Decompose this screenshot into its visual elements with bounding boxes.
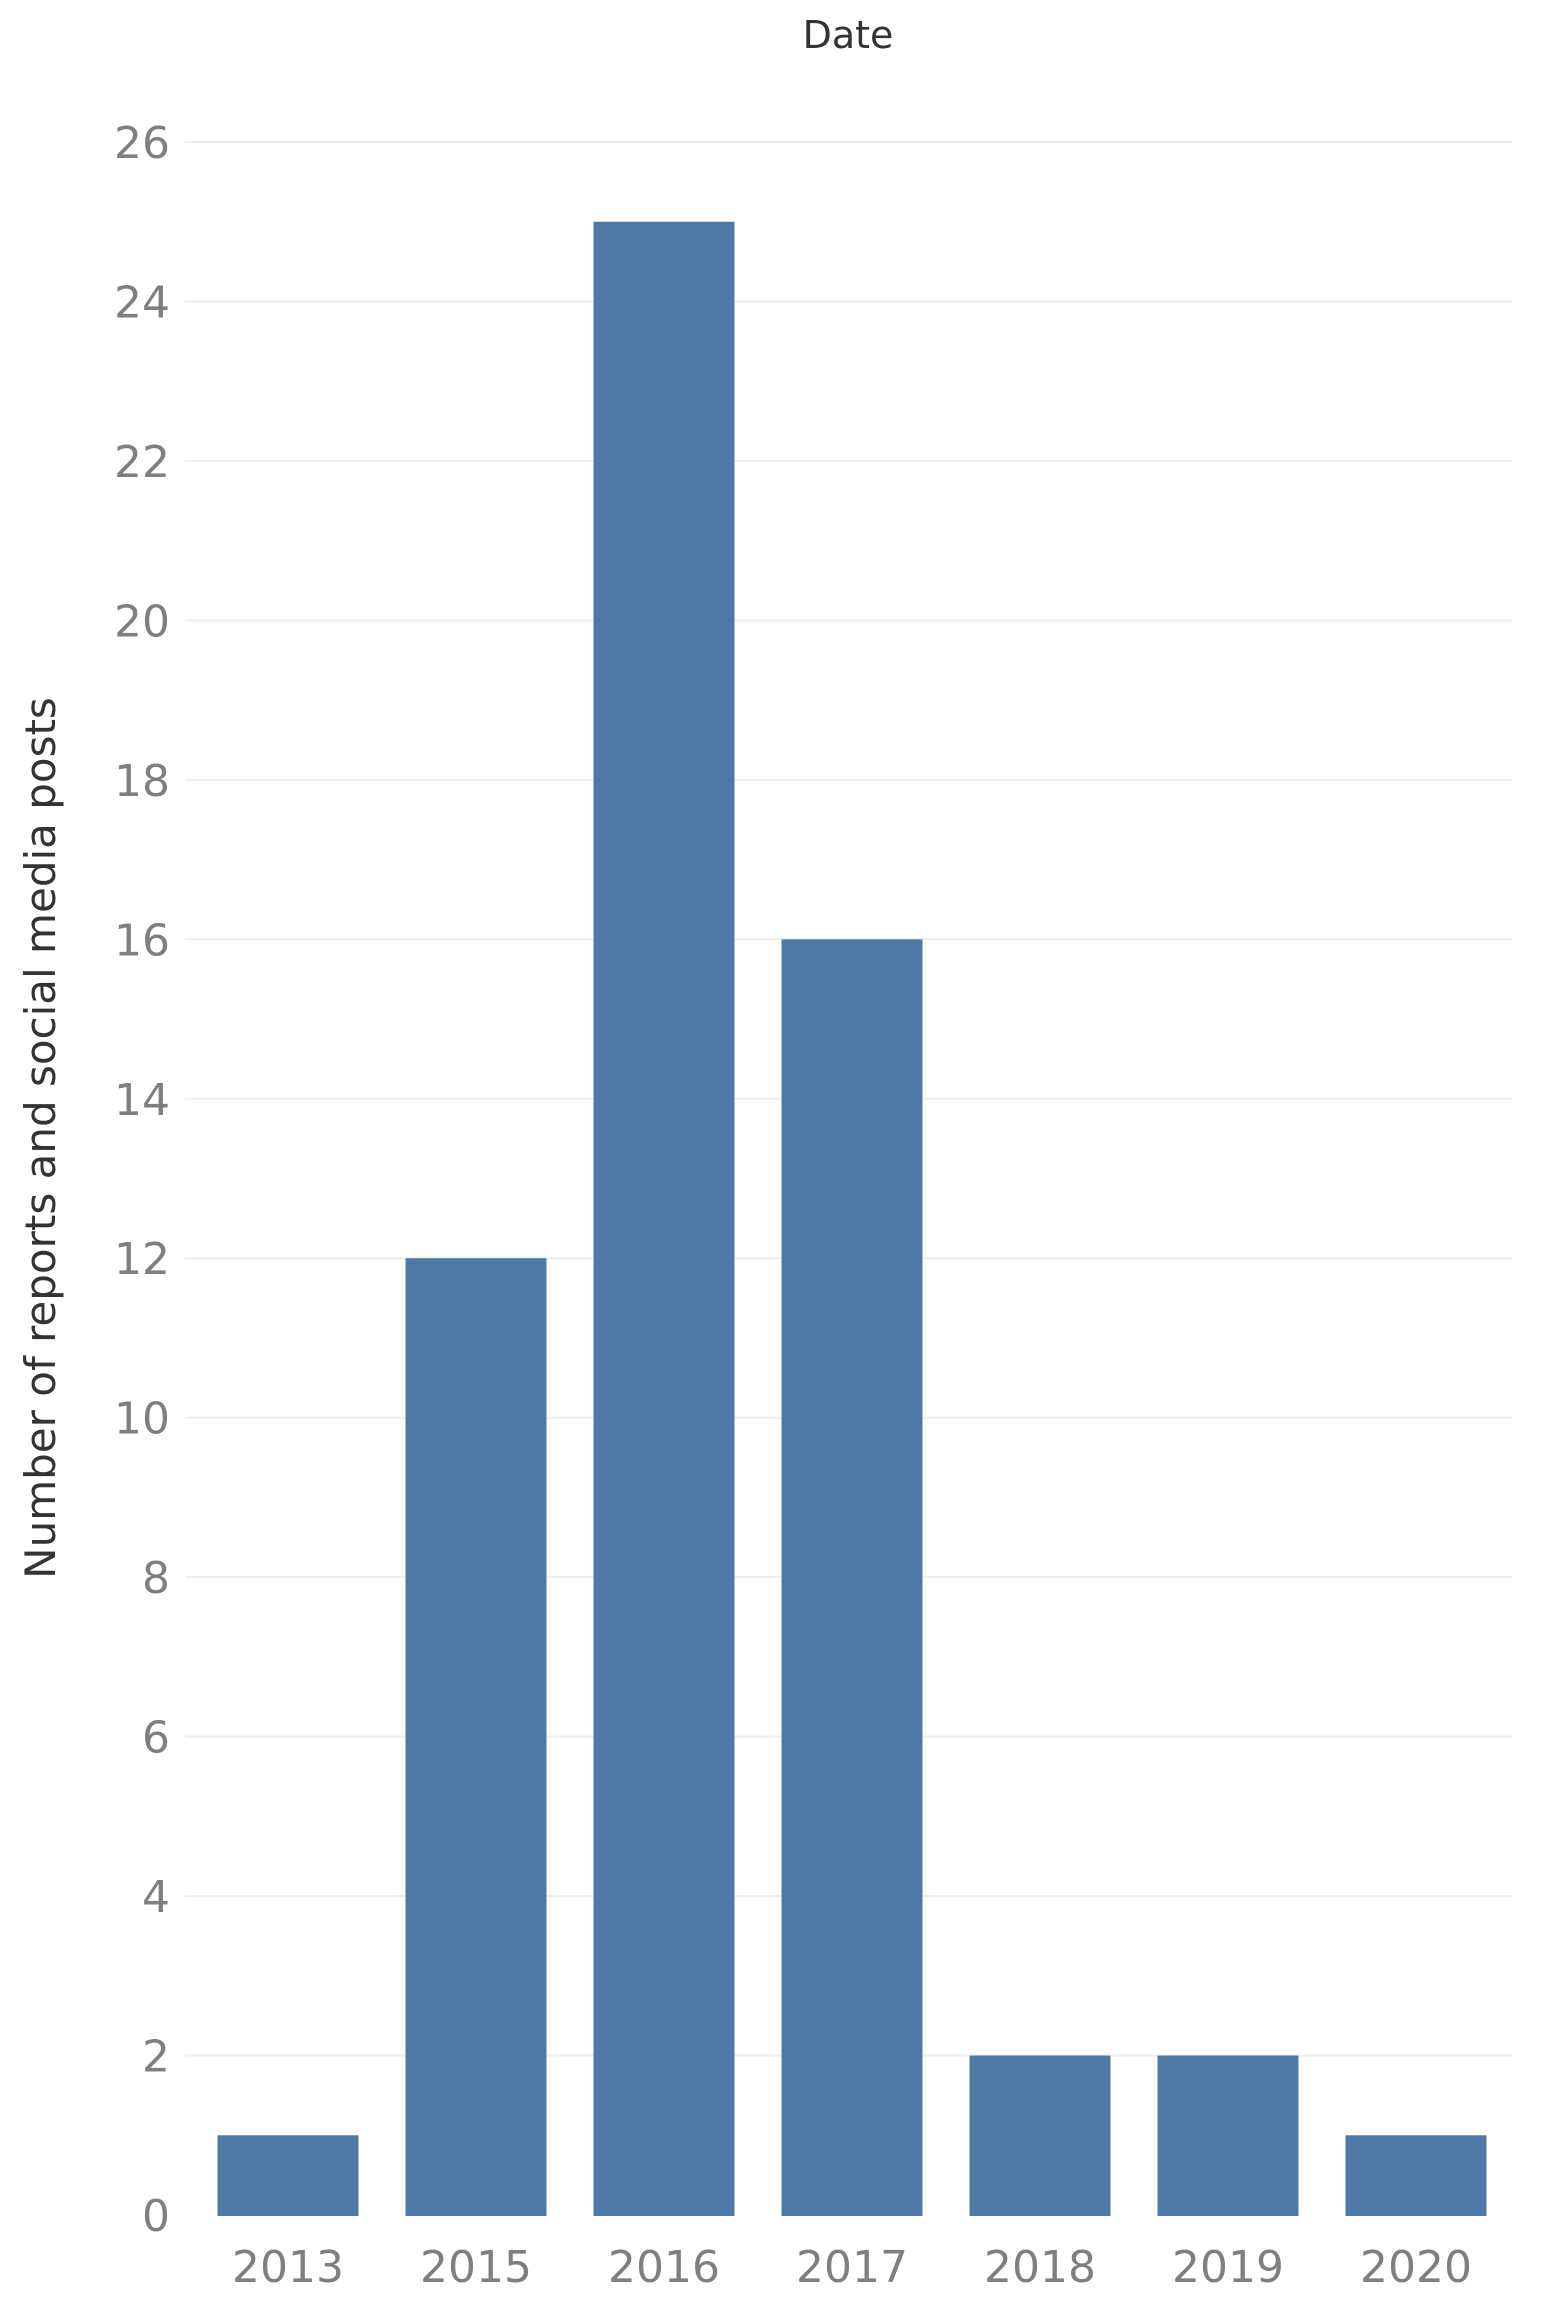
y-tick-label: 0 [142,2191,170,2242]
y-tick-label: 4 [142,1872,170,1923]
y-tick-label: 16 [114,915,170,966]
x-tick-label: 2020 [1360,2242,1472,2293]
y-tick-label: 12 [114,1234,170,1285]
x-axis-ticks: 2013 2015 2016 2017 2018 2019 2020 [232,2242,1472,2293]
bar-2017 [781,939,923,2217]
y-tick-label: 24 [114,277,170,328]
y-tick-label: 14 [114,1075,170,1126]
x-tick-label: 2013 [232,2242,344,2293]
x-tick-label: 2016 [608,2242,720,2293]
bar-2013 [217,2135,359,2216]
bar-2018 [969,2055,1111,2216]
bar-2015 [405,1258,547,2216]
x-tick-label: 2019 [1172,2242,1284,2293]
y-tick-label: 10 [114,1394,170,1445]
bar-2019 [1157,2055,1299,2216]
chart-title: Date [803,13,894,57]
y-tick-label: 26 [114,118,170,169]
y-tick-label: 6 [142,1713,170,1764]
bars [217,221,1487,2217]
y-axis-label: Number of reports and social media posts [16,697,65,1579]
y-tick-label: 2 [142,2032,170,2083]
x-tick-label: 2015 [420,2242,532,2293]
y-tick-label: 22 [114,437,170,488]
y-tick-label: 20 [114,596,170,647]
bar-2016 [593,221,735,2217]
x-tick-label: 2018 [984,2242,1096,2293]
bar-2020 [1345,2135,1487,2216]
y-tick-label: 18 [114,756,170,807]
y-tick-label: 8 [142,1553,170,1604]
x-tick-label: 2017 [796,2242,908,2293]
